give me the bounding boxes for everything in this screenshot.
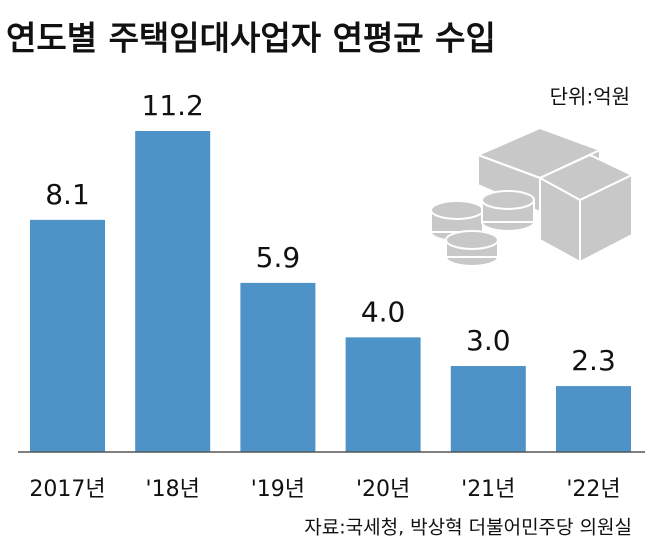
bar	[240, 282, 316, 452]
value-label: 4.0	[361, 295, 406, 328]
value-label: 11.2	[142, 89, 204, 122]
bar	[556, 386, 631, 452]
x-tick-label: '18년	[146, 477, 200, 502]
value-label: 2.3	[571, 344, 616, 377]
value-label: 8.1	[45, 178, 90, 211]
money-icon	[430, 126, 635, 267]
bar	[135, 131, 211, 452]
unit-label: 단위:억원	[550, 85, 630, 109]
source-note: 자료:국세청, 박상혁 더불어민주당 의원실	[304, 517, 632, 539]
x-tick-label: '20년	[356, 477, 410, 502]
value-label: 3.0	[466, 324, 511, 357]
chart-title: 연도별 주택임대사업자 연평균 수입	[6, 19, 496, 58]
x-tick-label: '19년	[251, 477, 305, 502]
x-tick-label: '22년	[566, 477, 620, 502]
bar	[345, 337, 421, 452]
value-label: 5.9	[256, 241, 301, 274]
x-tick-label: 2017년	[29, 477, 105, 502]
bar	[450, 366, 526, 452]
bar	[30, 219, 105, 452]
x-tick-label: '21년	[461, 477, 515, 502]
